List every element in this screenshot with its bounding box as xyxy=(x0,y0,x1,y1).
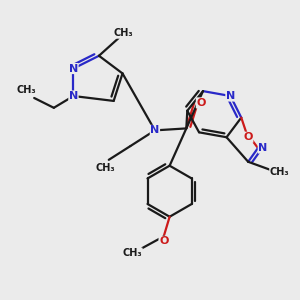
Text: O: O xyxy=(159,236,168,246)
Text: N: N xyxy=(69,91,78,101)
Text: N: N xyxy=(69,64,78,74)
Text: N: N xyxy=(258,143,268,153)
Text: O: O xyxy=(196,98,206,108)
Text: N: N xyxy=(150,125,160,135)
Text: CH₃: CH₃ xyxy=(114,28,133,38)
Text: CH₃: CH₃ xyxy=(95,163,115,173)
Text: CH₃: CH₃ xyxy=(16,85,36,95)
Text: O: O xyxy=(244,132,253,142)
Text: N: N xyxy=(226,91,235,101)
Text: CH₃: CH₃ xyxy=(122,248,142,258)
Text: CH₃: CH₃ xyxy=(270,167,290,177)
